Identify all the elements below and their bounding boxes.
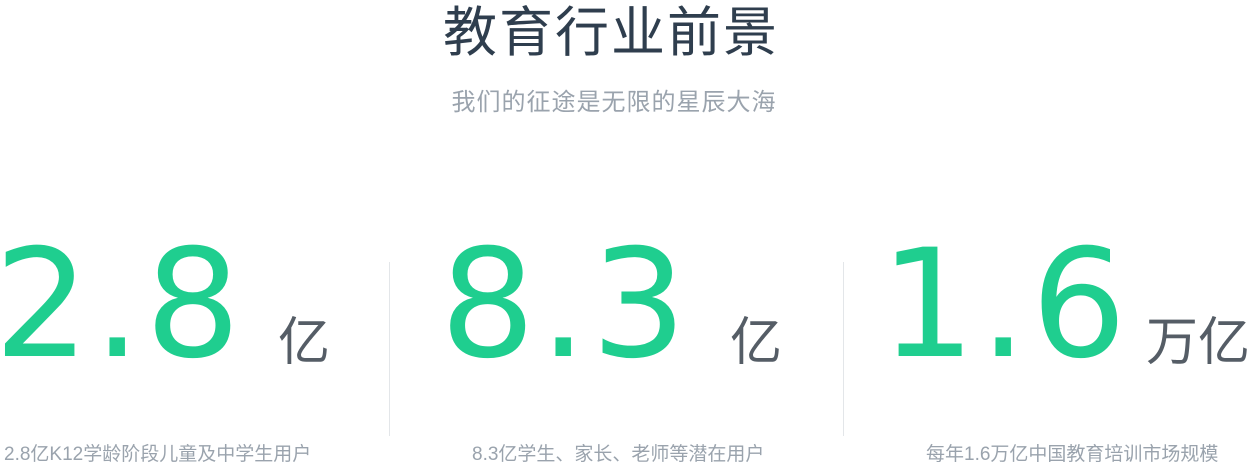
stat-unit: 亿 [278,314,331,372]
stat-caption: 2.8亿K12学龄阶段儿童及中学生用户 [4,444,312,465]
divider [389,262,390,436]
stat-potential-users: 8.3 亿 8.3亿学生、家长、老师等潜在用户 [440,218,840,465]
stat-market-size: 1.6 万亿 每年1.6万亿中国教育培训市场规模 [880,218,1252,465]
stat-unit: 万亿 [1146,314,1251,372]
stat-unit: 亿 [730,314,783,372]
stat-value: 2.8 [0,218,245,392]
stat-caption: 每年1.6万亿中国教育培训市场规模 [926,444,1219,465]
section-subtitle: 我们的征途是无限的星辰大海 [451,89,777,116]
stat-caption: 8.3亿学生、家长、老师等潜在用户 [472,444,765,465]
stat-value: 1.6 [880,218,1131,392]
section-title: 教育行业前景 [443,3,779,63]
stat-k12-users: 2.8 亿 2.8亿K12学龄阶段儿童及中学生用户 [0,218,380,465]
stat-value: 8.3 [440,218,691,392]
divider [843,262,844,436]
